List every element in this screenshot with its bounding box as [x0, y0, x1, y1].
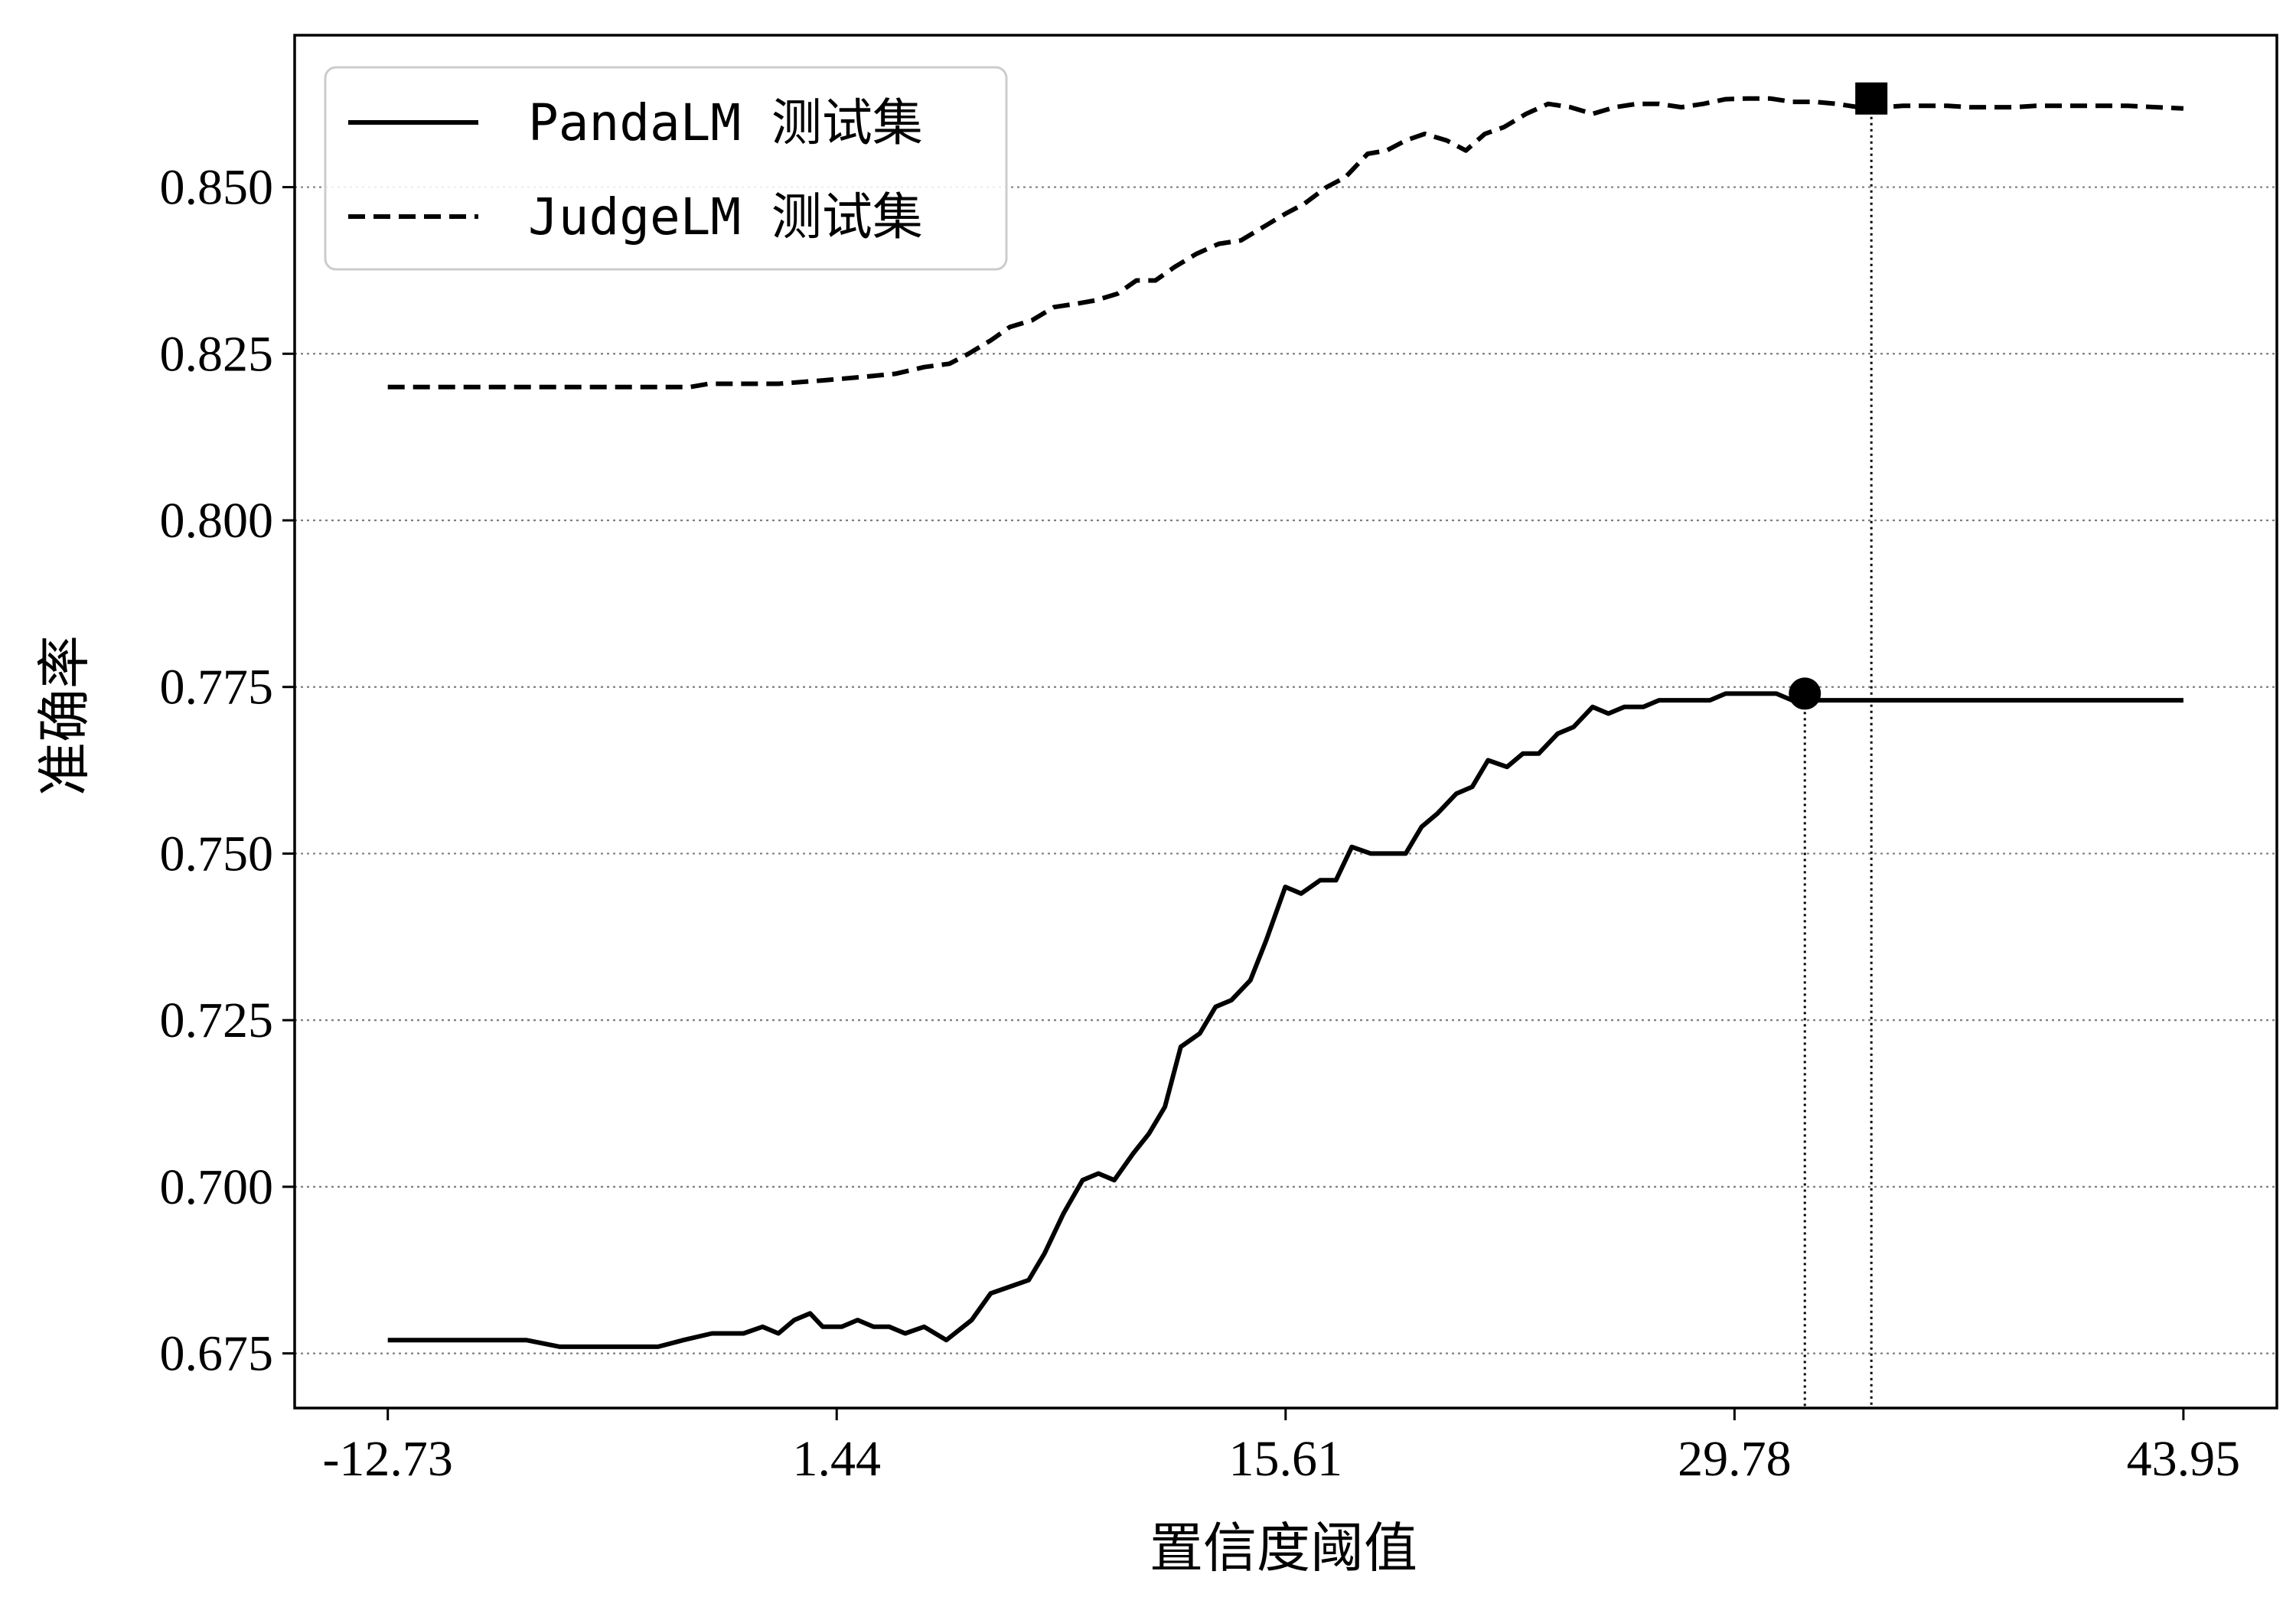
y-tick-label: 0.725 [160, 993, 274, 1048]
y-tick-label: 0.800 [160, 493, 274, 549]
y-tick-label: 0.775 [160, 660, 274, 715]
legend-label-judgelm: JudgeLM 测试集 [528, 187, 923, 246]
series-markers [1789, 82, 1888, 710]
x-tick-label: 29.78 [1678, 1431, 1792, 1487]
x-tick-label: -12.73 [322, 1431, 452, 1487]
x-tick-labels: -12.73 1.44 15.61 29.78 43.95 [322, 1431, 2240, 1487]
y-tick-label: 0.825 [160, 326, 274, 382]
axis-ticks [282, 186, 2185, 1420]
y-tick-labels: 0.675 0.700 0.725 0.750 0.775 0.800 0.825 0.850 [160, 160, 274, 1382]
x-tick-label: 15.61 [1229, 1431, 1343, 1487]
grid-lines [295, 186, 2277, 1354]
y-tick-label: 0.750 [160, 826, 274, 882]
legend: PandaLM 测试集 JudgeLM 测试集 [324, 66, 1008, 271]
x-tick-label: 43.95 [2127, 1431, 2241, 1487]
series-line-pandalm [387, 691, 2183, 1349]
y-tick-label: 0.700 [160, 1159, 274, 1215]
series-line-judgelm [387, 96, 2184, 390]
y-axis-title: 准确率 [33, 635, 96, 796]
legend-label-pandalm: PandaLM 测试集 [528, 93, 923, 152]
x-tick-label: 1.44 [792, 1431, 881, 1487]
threshold-guide-lines [1803, 98, 1873, 1408]
legend-box [324, 66, 1008, 271]
series-lines [387, 96, 2184, 1349]
pandalm-best-marker [1789, 677, 1821, 710]
y-tick-label: 0.850 [160, 160, 274, 216]
judgelm-best-marker [1855, 82, 1888, 115]
x-axis-title: 置信度阈值 [1150, 1517, 1417, 1579]
y-tick-label: 0.675 [160, 1326, 274, 1382]
